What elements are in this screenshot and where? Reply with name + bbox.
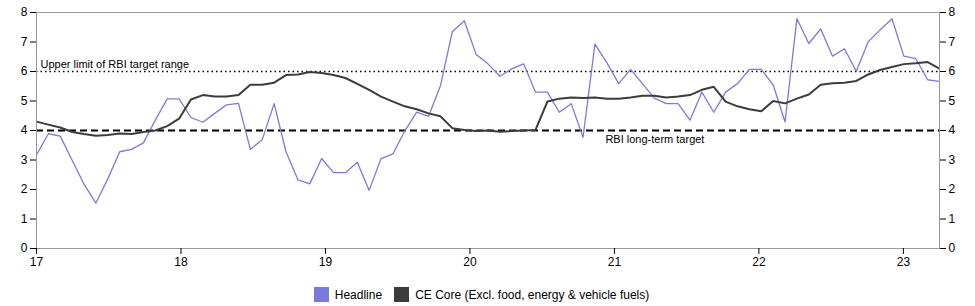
svg-text:22: 22 [752, 255, 766, 269]
svg-text:7: 7 [21, 35, 28, 49]
svg-text:4: 4 [21, 123, 28, 137]
svg-text:8: 8 [21, 5, 28, 19]
svg-text:3: 3 [21, 153, 28, 167]
svg-text:Upper limit of RBI target rang: Upper limit of RBI target range [41, 58, 190, 70]
svg-text:18: 18 [174, 255, 188, 269]
svg-text:2: 2 [949, 182, 956, 196]
svg-text:0: 0 [21, 241, 28, 255]
svg-text:1: 1 [949, 212, 956, 226]
svg-text:3: 3 [949, 153, 956, 167]
svg-text:6: 6 [949, 64, 956, 78]
svg-text:5: 5 [21, 94, 28, 108]
svg-text:23: 23 [897, 255, 911, 269]
svg-text:21: 21 [608, 255, 622, 269]
svg-text:19: 19 [319, 255, 333, 269]
svg-text:6: 6 [21, 64, 28, 78]
svg-text:RBI long-term target: RBI long-term target [605, 133, 704, 145]
svg-text:2: 2 [21, 182, 28, 196]
svg-text:5: 5 [949, 94, 956, 108]
svg-text:0: 0 [949, 241, 956, 255]
svg-text:4: 4 [949, 123, 956, 137]
svg-text:1: 1 [21, 212, 28, 226]
svg-text:17: 17 [30, 255, 44, 269]
svg-text:20: 20 [463, 255, 477, 269]
svg-text:8: 8 [949, 5, 956, 19]
html-text:Headline: Headline [334, 287, 383, 302]
svg-text:7: 7 [949, 35, 956, 49]
html-text:CE Core (Excl. food, energy &: CE Core (Excl. food, energy & vehicle fu… [415, 287, 650, 302]
